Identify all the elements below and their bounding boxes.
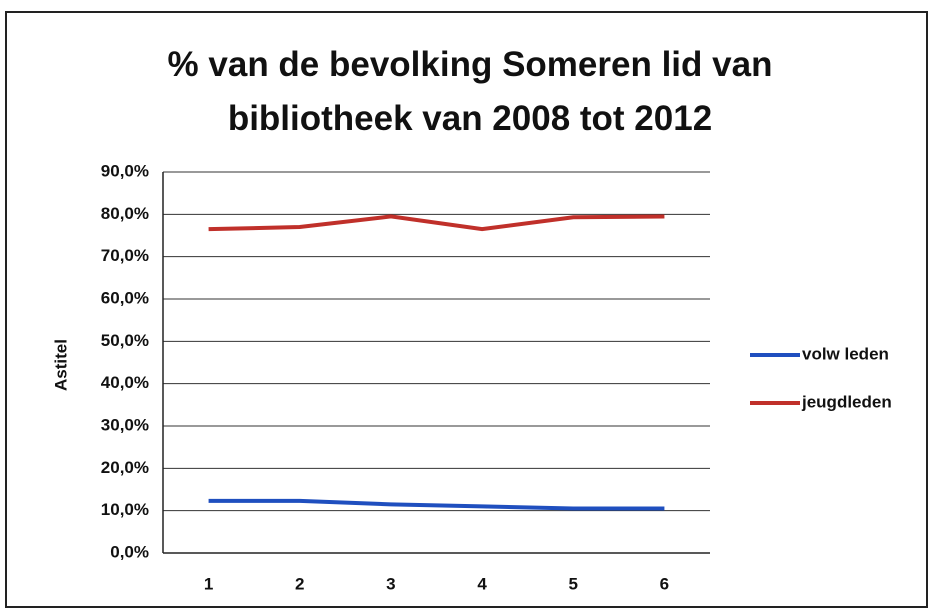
x-tick-label: 3 <box>386 574 395 593</box>
x-tick-label: 4 <box>477 574 487 593</box>
y-tick-label: 80,0% <box>101 204 149 223</box>
y-tick-label: 10,0% <box>101 500 149 519</box>
y-tick-label: 60,0% <box>101 288 149 307</box>
x-tick-label: 1 <box>204 574 213 593</box>
y-tick-label: 30,0% <box>101 415 149 434</box>
chart-frame <box>5 11 928 608</box>
x-tick-label: 2 <box>295 574 304 593</box>
y-tick-label: 20,0% <box>101 458 149 477</box>
y-tick-label: 90,0% <box>101 161 149 180</box>
y-tick-label: 0,0% <box>110 542 149 561</box>
y-axis-label: Astitel <box>51 339 70 391</box>
y-tick-label: 70,0% <box>101 246 149 265</box>
x-tick-label: 5 <box>569 574 578 593</box>
chart-title: % van de bevolking Someren lid van bibli… <box>167 45 773 138</box>
y-tick-label: 50,0% <box>101 331 149 350</box>
series-line <box>208 214 665 232</box>
legend-label: volw leden <box>802 344 889 363</box>
series-line <box>208 498 665 511</box>
x-tick-label: 6 <box>660 574 669 593</box>
y-tick-label: 40,0% <box>101 373 149 392</box>
legend-label: jeugdleden <box>801 392 892 411</box>
